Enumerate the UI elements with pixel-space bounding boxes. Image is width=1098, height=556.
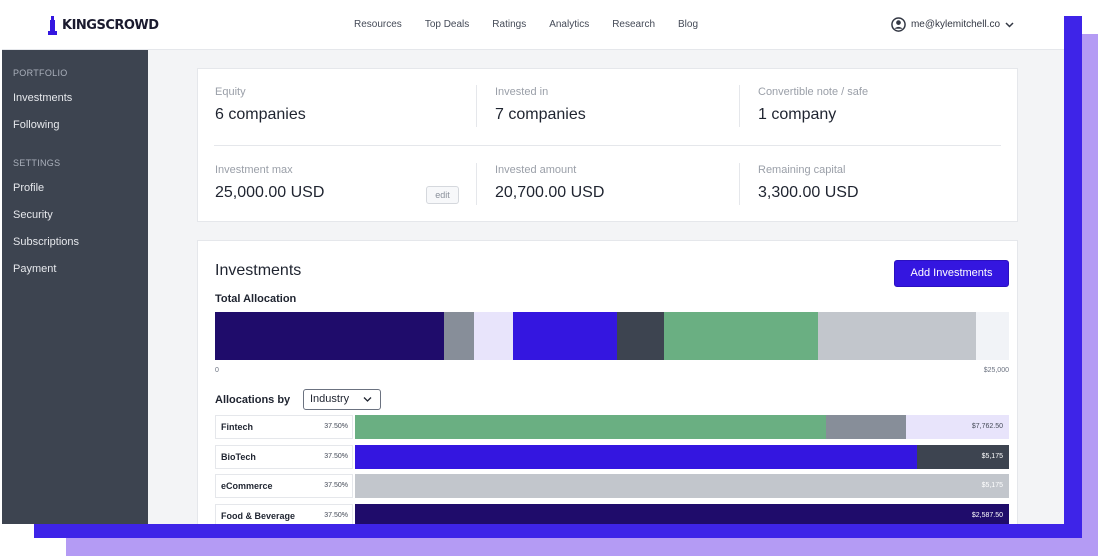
industry-amount: $7,762.50 — [971, 423, 1003, 430]
kingscrowd-logo[interactable]: KINGSCROWD — [48, 16, 159, 35]
select-value: Industry — [310, 393, 350, 405]
industry-allocation-segment — [355, 474, 1009, 498]
allocation-segment — [215, 312, 444, 360]
sidebar-item-subscriptions[interactable]: Subscriptions — [13, 236, 80, 248]
stat-investment-max: Investment max 25,000.00 USD — [215, 164, 324, 202]
stat-equity: Equity 6 companies — [215, 86, 306, 124]
industry-percent: 37.50% — [324, 423, 348, 430]
nav-link-analytics[interactable]: Analytics — [549, 19, 590, 30]
nav-link-resources[interactable]: Resources — [354, 19, 402, 30]
allocation-segment — [512, 312, 617, 360]
industry-row: Fintech 37.50% $7,762.50 — [215, 415, 1009, 439]
stat-label: Convertible note / safe — [758, 86, 869, 98]
industry-allocation-bar: $5,175 — [355, 444, 1009, 469]
user-email: me@kylemitchell.co — [910, 19, 1000, 30]
user-menu[interactable]: me@kylemitchell.co — [891, 17, 1014, 32]
investments-title: Investments — [215, 262, 302, 279]
industry-percent: 37.50% — [324, 452, 348, 460]
allocation-segment — [663, 312, 819, 360]
sidebar-heading-portfolio: PORTFOLIO — [13, 68, 68, 78]
stat-value: 7 companies — [495, 106, 586, 123]
divider — [739, 163, 740, 205]
allocation-segment — [473, 312, 513, 360]
stat-label: Remaining capital — [758, 164, 846, 176]
divider — [476, 163, 477, 205]
sidebar: PORTFOLIO Investments Following SETTINGS… — [2, 50, 148, 524]
industry-row: eCommerce 37.50% $5,175 — [215, 474, 1009, 498]
allocation-group-select[interactable]: Industry — [303, 389, 381, 410]
chevron-down-icon — [1005, 21, 1014, 28]
investments-card: Investments Add Investments Total Alloca… — [197, 240, 1018, 524]
stat-value: 3,300.00 USD — [758, 184, 859, 201]
stat-label: Equity — [215, 86, 246, 98]
industry-name: eCommerce — [221, 481, 273, 491]
logo-text: KINGSCROWD — [62, 18, 159, 33]
sidebar-item-payment[interactable]: Payment — [13, 263, 57, 275]
allocation-segment — [616, 312, 664, 360]
industry-allocation-segment — [355, 503, 1009, 524]
sidebar-item-profile[interactable]: Profile — [13, 182, 45, 194]
industry-name: Fintech — [221, 422, 254, 432]
industry-allocation-segment — [355, 415, 826, 439]
top-navigation-bar: KINGSCROWD Resources Top Deals Ratings A… — [2, 0, 1064, 50]
industry-allocation-bar: $7,762.50 — [355, 415, 1009, 439]
axis-min-label: 0 — [215, 367, 219, 374]
user-circle-icon — [891, 17, 906, 32]
industry-row-label: Fintech 37.50% — [215, 415, 353, 439]
divider — [476, 85, 477, 127]
stat-invested-amount: Invested amount 20,700.00 USD — [495, 164, 604, 202]
industry-row-label: BioTech 37.50% — [215, 444, 353, 469]
nav-link-ratings[interactable]: Ratings — [492, 19, 527, 30]
nav-link-research[interactable]: Research — [612, 19, 656, 30]
portfolio-summary-card: Equity 6 companies Invested in 7 compani… — [197, 68, 1018, 222]
industry-allocation-segment — [825, 415, 907, 439]
stat-remaining-capital: Remaining capital 3,300.00 USD — [758, 164, 859, 202]
nav-link-blog[interactable]: Blog — [678, 19, 699, 30]
stat-label: Invested amount — [495, 164, 577, 176]
industry-amount: $5,175 — [981, 482, 1003, 489]
allocation-segment — [818, 312, 977, 360]
industry-name: BioTech — [221, 451, 256, 462]
industry-amount: $5,175 — [981, 452, 1003, 460]
industry-allocation-bar: $2,587.50 — [355, 503, 1009, 524]
sidebar-item-investments[interactable]: Investments — [13, 92, 73, 104]
axis-max-label: $25,000 — [983, 367, 1009, 374]
allocations-by-label: Allocations by — [215, 394, 291, 406]
stat-label: Invested in — [495, 86, 549, 98]
total-allocation-label: Total Allocation — [215, 293, 297, 305]
logo-icon — [48, 16, 57, 35]
industry-allocation-segment — [355, 444, 918, 469]
industry-percent: 37.50% — [324, 511, 348, 519]
edit-investment-max-button[interactable]: edit — [426, 186, 459, 204]
app-window: KINGSCROWD Resources Top Deals Ratings A… — [2, 0, 1064, 524]
stat-value: 1 company — [758, 106, 837, 123]
stat-invested-in: Invested in 7 companies — [495, 86, 586, 124]
main-nav: Resources Top Deals Ratings Analytics Re… — [354, 19, 698, 30]
stat-value: 25,000.00 USD — [215, 184, 325, 201]
divider — [739, 85, 740, 127]
divider — [214, 145, 1001, 146]
industry-percent: 37.50% — [324, 482, 348, 489]
industry-amount: $2,587.50 — [971, 511, 1003, 519]
industry-row-label: Food & Beverage 37.50% — [215, 503, 353, 524]
nav-link-top-deals[interactable]: Top Deals — [424, 19, 470, 30]
stat-value: 20,700.00 USD — [495, 184, 605, 201]
total-allocation-bar — [215, 312, 1009, 360]
industry-row: BioTech 37.50% $5,175 — [215, 444, 1009, 469]
industry-row-label: eCommerce 37.50% — [215, 474, 353, 498]
stat-label: Investment max — [215, 164, 293, 176]
sidebar-item-following[interactable]: Following — [13, 119, 60, 131]
allocation-segment — [443, 312, 474, 360]
industry-allocation-bar: $5,175 — [355, 474, 1009, 498]
industry-name: Food & Beverage — [221, 510, 296, 521]
stat-convertible: Convertible note / safe 1 company — [758, 86, 868, 124]
industry-allocation-segment — [917, 444, 1009, 469]
chevron-down-icon — [363, 397, 372, 402]
add-investments-button[interactable]: Add Investments — [894, 260, 1009, 287]
sidebar-item-security[interactable]: Security — [13, 209, 53, 221]
stat-value: 6 companies — [215, 106, 306, 123]
sidebar-heading-settings: SETTINGS — [13, 158, 61, 168]
industry-row: Food & Beverage 37.50% $2,587.50 — [215, 503, 1009, 524]
